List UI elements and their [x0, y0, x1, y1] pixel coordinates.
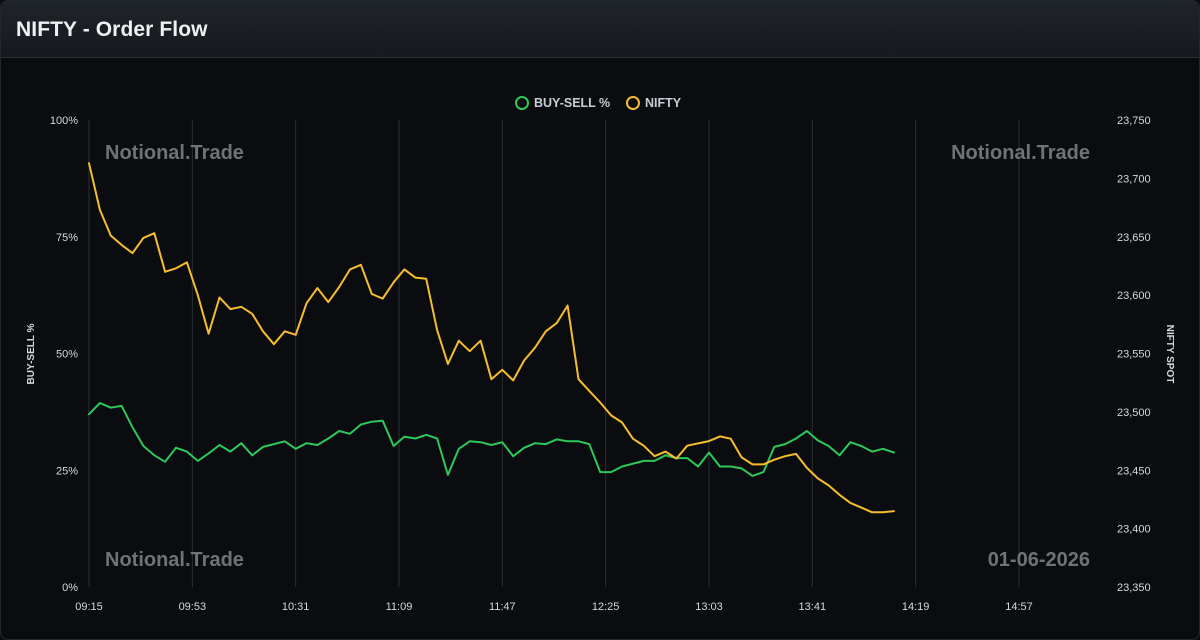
x-tick-label: 14:57: [1005, 601, 1033, 613]
left-tick-label: 100%: [50, 115, 78, 127]
x-tick-label: 10:31: [282, 601, 310, 613]
right-tick-label: 23,550: [1117, 349, 1151, 361]
watermark-bottom-left: Notional.Trade: [105, 549, 244, 571]
x-tick-label: 12:25: [592, 601, 620, 613]
right-tick-label: 23,350: [1117, 582, 1151, 594]
x-tick-label: 11:09: [386, 601, 413, 613]
series-line-nifty: [88, 162, 895, 514]
series-line-buy-sell: [88, 402, 895, 477]
left-tick-label: 75%: [56, 232, 78, 244]
right-tick-label: 23,700: [1117, 173, 1151, 185]
right-axis-title: NIFTY SPOT: [1164, 325, 1175, 384]
legend-marker-nifty: [626, 96, 640, 110]
x-tick-label: 14:19: [902, 601, 930, 613]
x-axis-ticks: 09:15 09:53 10:31 11:09 11:47 12:25 13:03 13:41…: [75, 601, 1033, 613]
right-tick-label: 23,600: [1117, 290, 1151, 302]
right-axis-ticks: 23,350 23,400 23,450 23,500 23,550 23,600 23,6…: [1117, 115, 1151, 594]
series-lines: [88, 162, 895, 514]
left-axis-title: BUY-SELL %: [26, 323, 37, 384]
right-tick-label: 23,650: [1117, 232, 1151, 244]
right-tick-label: 23,400: [1117, 524, 1151, 536]
legend-label-nifty: NIFTY: [645, 96, 682, 110]
watermark-top-right: Notional.Trade: [951, 142, 1090, 164]
right-tick-label: 23,450: [1117, 465, 1151, 477]
page-title: NIFTY - Order Flow: [16, 18, 208, 41]
left-tick-label: 25%: [56, 465, 78, 477]
x-tick-label: 13:03: [695, 601, 723, 613]
x-tick-label: 09:15: [75, 601, 103, 613]
left-tick-label: 50%: [56, 349, 78, 361]
right-tick-label: 23,500: [1117, 407, 1151, 419]
legend-marker-buy-sell: [515, 96, 529, 110]
watermark-bottom-right: 01-06-2026: [988, 549, 1090, 571]
legend-item-buy-sell[interactable]: BUY-SELL %: [515, 96, 610, 110]
x-tick-label: 13:41: [799, 601, 827, 613]
left-axis-ticks: 0% 25% 50% 75% 100%: [50, 115, 78, 594]
left-tick-label: 0%: [62, 582, 78, 594]
legend-item-nifty[interactable]: NIFTY: [626, 96, 682, 110]
legend-label-buy-sell: BUY-SELL %: [534, 96, 610, 110]
right-tick-label: 23,750: [1117, 115, 1151, 127]
legend: BUY-SELL % NIFTY: [515, 96, 682, 110]
watermark-top-left: Notional.Trade: [105, 142, 244, 164]
grid-lines: [88, 120, 1020, 587]
panel-header: NIFTY - Order Flow: [1, 1, 1199, 58]
x-tick-label: 09:53: [179, 601, 207, 613]
x-tick-label: 11:47: [489, 601, 516, 613]
